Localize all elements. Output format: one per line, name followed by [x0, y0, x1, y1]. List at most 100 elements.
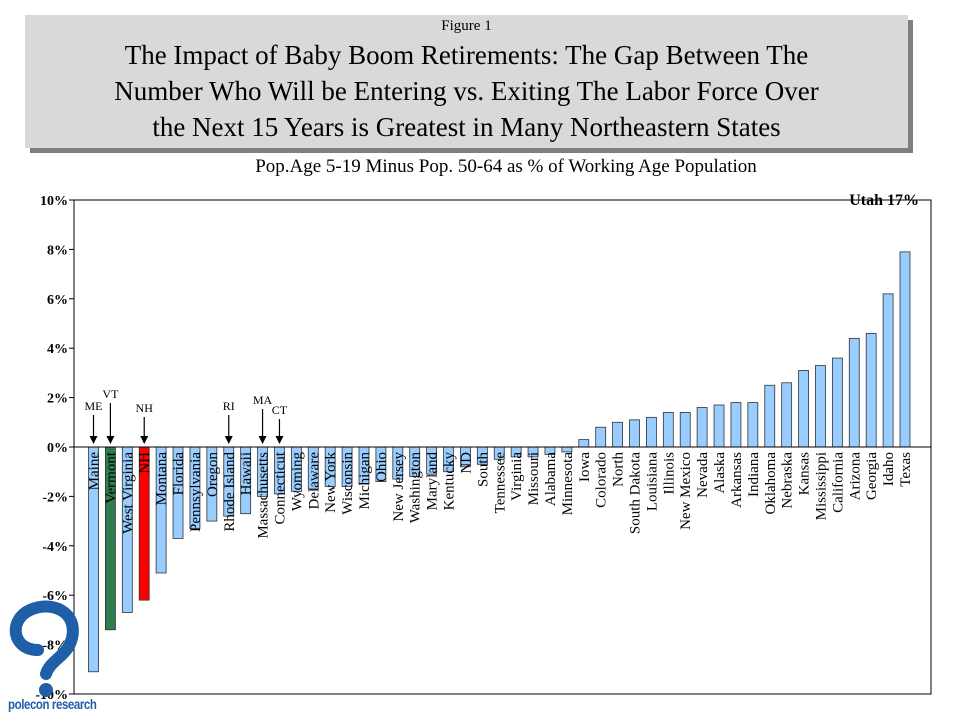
y-tick-label: 0%: [47, 441, 68, 456]
annotation-arrowhead: [275, 436, 284, 444]
x-tick-label: Minnesota: [560, 452, 576, 516]
x-tick-label: Tennessee: [492, 452, 508, 514]
polecon-logo-icon: [9, 600, 79, 697]
x-tick-label: Rhode Island: [222, 452, 238, 532]
bar: [848, 337, 860, 448]
x-tick-label: South Dakota: [628, 452, 644, 534]
x-tick-label: Hawaii: [239, 452, 255, 495]
y-tick-label: -2%: [42, 490, 68, 505]
annotation-arrowhead: [140, 436, 149, 444]
y-tick-label: 2%: [47, 392, 68, 407]
annotation-label: NH: [136, 401, 154, 415]
x-tick-label: Texas: [898, 452, 914, 487]
chart-subtitle: Pop.Age 5-19 Minus Pop. 50-64 as % of Wo…: [255, 156, 757, 177]
annotation-label: ME: [85, 399, 103, 413]
x-tick-label: South: [475, 452, 491, 488]
x-tick-label: Virginia: [509, 452, 525, 501]
x-tick-label: ND: [458, 452, 474, 474]
bar: [899, 251, 911, 448]
x-tick-label: Nebraska: [780, 452, 796, 509]
x-tick-label: Washington: [408, 452, 424, 524]
bar: [646, 416, 657, 448]
x-tick-label: Wyoming: [289, 452, 305, 512]
y-tick-label: 6%: [47, 293, 68, 308]
x-tick-label: Oklahoma: [763, 452, 779, 515]
x-tick-label: Maryland: [425, 452, 441, 511]
y-tick-label: -4%: [42, 540, 68, 555]
bar: [679, 412, 691, 448]
x-tick-label: Colorado: [594, 452, 610, 508]
x-tick-label: Alabama: [543, 452, 559, 506]
y-tick-label: -6%: [42, 589, 68, 604]
x-tick-label: Georgia: [864, 452, 880, 500]
annotation-label: MA: [253, 393, 273, 407]
x-tick-label: Wisconsin: [340, 452, 356, 515]
x-tick-label: Iowa: [577, 452, 593, 482]
bar: [612, 421, 623, 448]
bar: [781, 382, 793, 448]
bar: [764, 384, 776, 448]
x-tick-label: Arizona: [847, 452, 863, 501]
annotation-arrowhead: [106, 436, 115, 444]
bar: [662, 412, 674, 448]
bar: [798, 370, 809, 448]
x-tick-label: New Mexico: [678, 452, 694, 530]
x-tick-label: New York: [323, 452, 339, 513]
x-tick-label: Ohio: [374, 452, 390, 482]
x-tick-label: Louisiana: [644, 452, 660, 511]
annotation-label: RI: [223, 399, 235, 413]
x-tick-label: Missouri: [526, 452, 542, 505]
figure-label: Figure 1: [441, 18, 492, 34]
x-tick-label: Arkansas: [729, 452, 745, 508]
bar: [730, 402, 742, 448]
x-tick-label: New Jersey: [391, 452, 407, 522]
bar: [595, 426, 607, 448]
bar: [696, 407, 708, 448]
chart-title: The Impact of Baby Boom Retirements: The…: [25, 37, 908, 145]
x-tick-label: Mississippi: [813, 452, 829, 520]
x-tick-label: North: [611, 452, 627, 487]
x-tick-label: Montana: [154, 452, 170, 506]
annotation-label: VT: [102, 387, 119, 401]
logo-text: polecon research: [8, 696, 97, 712]
y-tick-label: 8%: [47, 243, 68, 258]
y-tick-label: 10%: [40, 194, 68, 209]
bar: [578, 439, 590, 448]
x-tick-label: Delaware: [306, 452, 322, 510]
title-box: Figure 1 The Impact of Baby Boom Retirem…: [25, 15, 908, 148]
x-tick-label: Nevada: [695, 452, 711, 498]
x-tick-label: Maine: [87, 452, 103, 491]
x-tick-label: Massachusetts: [256, 452, 272, 539]
chart-title-line-3: the Next 15 Years is Greatest in Many No…: [152, 112, 781, 142]
annotation-arrowhead: [258, 436, 267, 444]
x-tick-label: Michigan: [357, 452, 373, 510]
chart-title-line-1: The Impact of Baby Boom Retirements: The…: [124, 40, 809, 70]
x-tick-label: NH: [137, 452, 153, 474]
bar: [865, 332, 877, 448]
utah-offscale-note: Utah 17%: [849, 192, 919, 209]
x-tick-label: Pennsylvania: [188, 452, 204, 532]
bar: [747, 402, 759, 448]
x-tick-label: West Virginia: [120, 452, 136, 534]
y-tick-label: 4%: [47, 342, 68, 357]
x-tick-label: Alaska: [712, 452, 728, 494]
bar: [629, 419, 640, 448]
x-tick-label: Florida: [171, 452, 187, 496]
annotation-arrowhead: [89, 436, 98, 444]
x-tick-label: California: [830, 452, 846, 513]
x-tick-label: Kansas: [797, 452, 813, 495]
bar: [713, 404, 725, 448]
bar: [831, 357, 843, 448]
bar: [561, 446, 573, 453]
annotation-arrowhead: [224, 436, 233, 444]
x-tick-label: Kentucky: [442, 452, 458, 511]
x-tick-label: Vermont: [103, 451, 119, 503]
bar: [882, 293, 894, 448]
x-tick-label: Indiana: [746, 452, 762, 497]
annotation-label: CT: [272, 403, 288, 417]
x-tick-label: Oregon: [205, 452, 221, 497]
x-tick-label: Idaho: [881, 452, 897, 486]
chart-title-line-2: Number Who Will be Entering vs. Exiting …: [114, 76, 819, 106]
x-tick-label: Connecticut: [272, 451, 288, 524]
